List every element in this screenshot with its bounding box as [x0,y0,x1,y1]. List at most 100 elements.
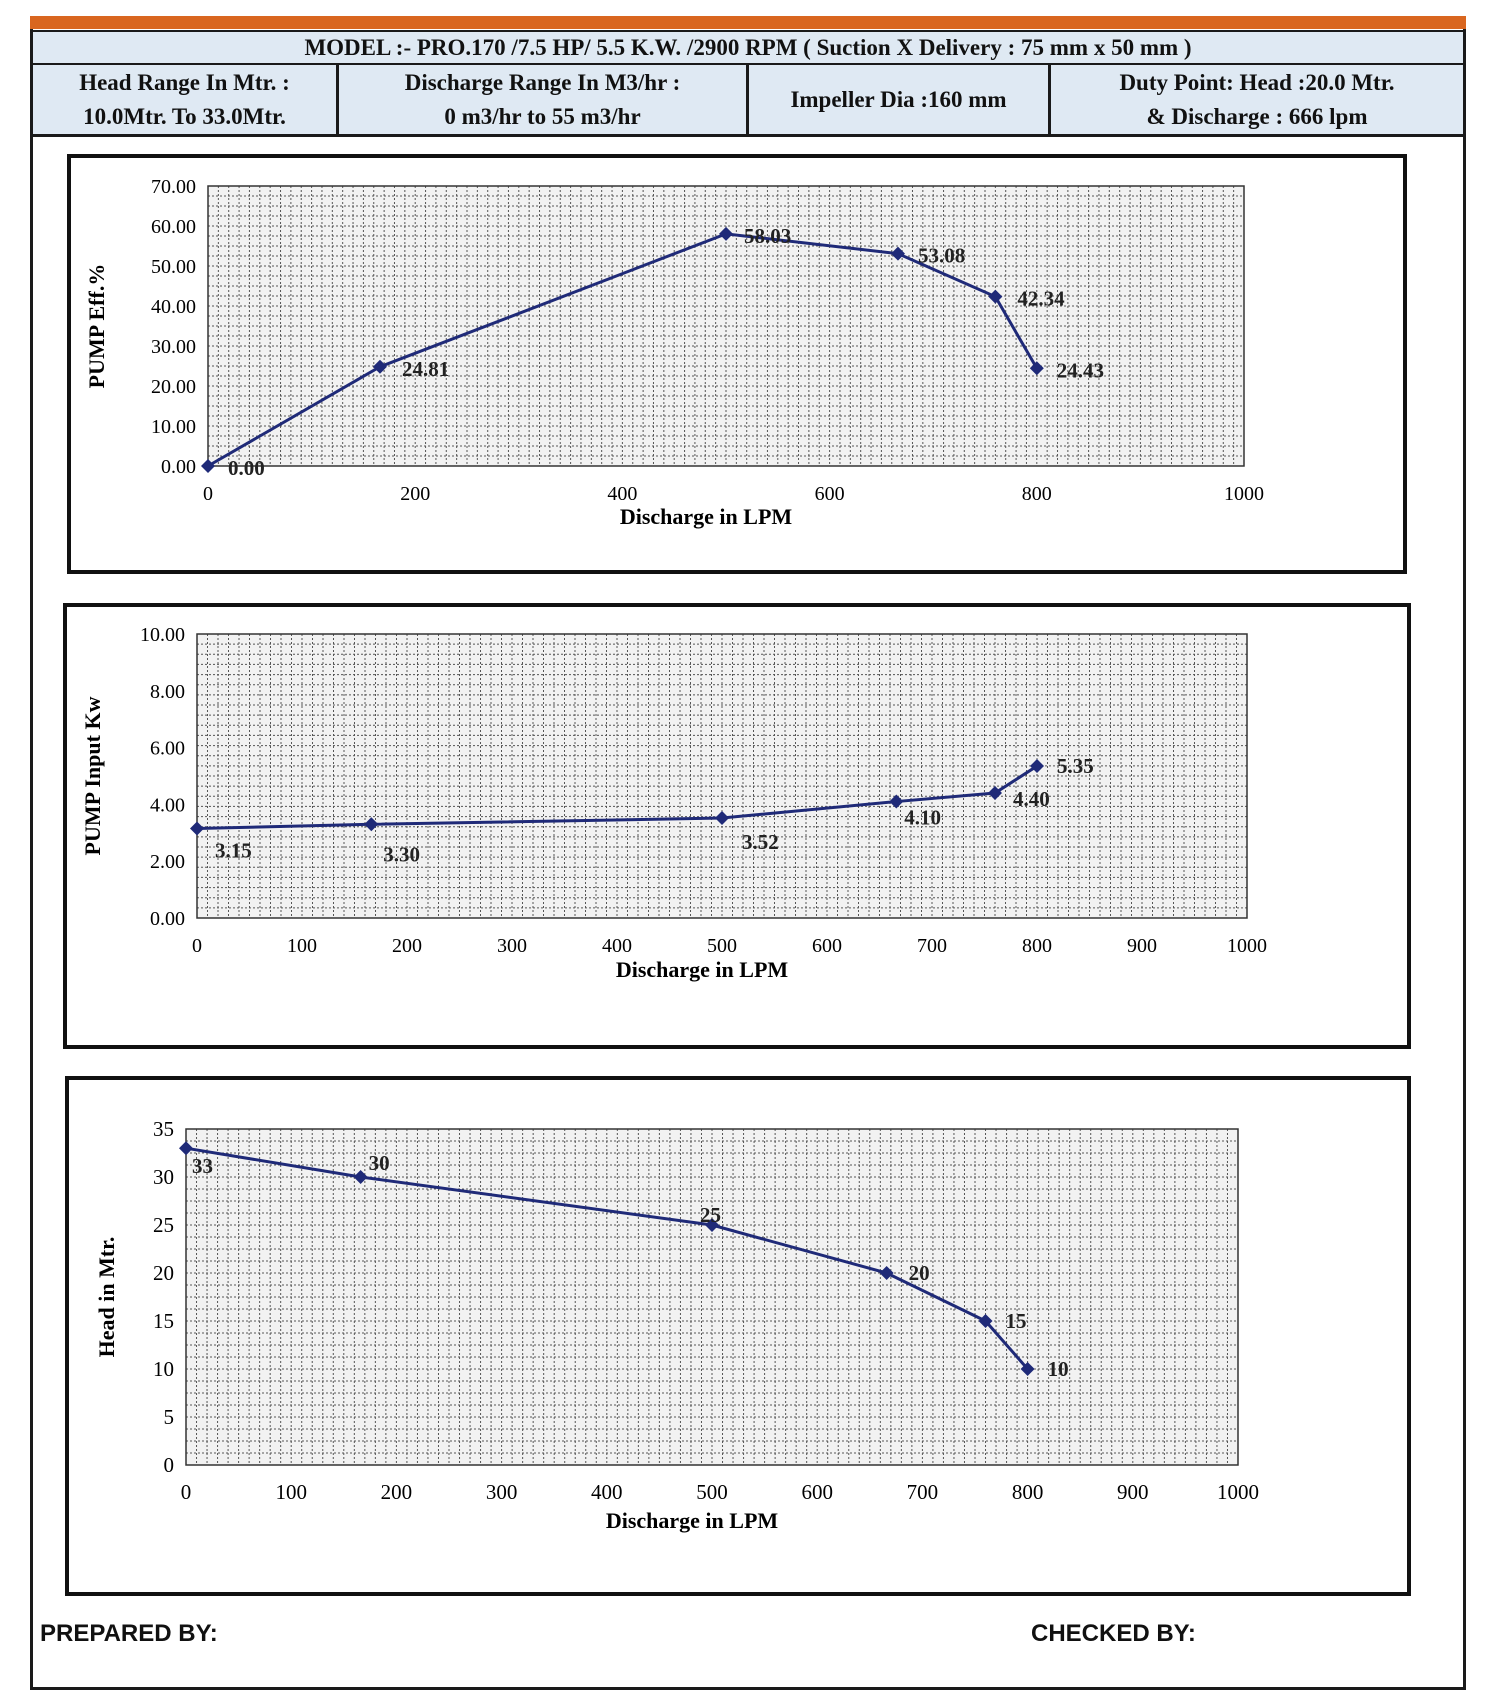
data-label: 3.15 [215,839,252,863]
head-range-cell: Head Range In Mtr. : 10.0Mtr. To 33.0Mtr… [33,65,339,134]
y-tick-label: 40.00 [151,296,196,318]
x-tick-label: 500 [696,1480,728,1504]
data-point-marker [190,821,204,836]
y-tick-label: 30.00 [151,336,196,358]
x-tick-label: 200 [400,483,430,505]
y-tick-label: 8.00 [150,681,185,703]
data-point-marker [988,289,1003,304]
x-tick-label: 400 [607,483,637,505]
data-label: 58.03 [744,224,791,248]
data-point-marker [1020,1362,1035,1376]
y-tick-label: 15 [153,1309,174,1333]
data-label: 33 [192,1154,213,1178]
data-point-marker [978,1314,993,1328]
y-tick-label: 20 [153,1261,174,1285]
duty-point-discharge: & Discharge : 666 lpm [1146,103,1368,129]
x-tick-label: 0 [181,1480,192,1504]
data-label: 3.52 [742,830,779,854]
data-label: 24.43 [1057,358,1104,382]
data-point-marker [372,359,387,374]
input-kw-chart-box: 0.00 2.00 4.00 6.00 8.00 10.00 0 100 200 300 400 50… [63,603,1411,1049]
x-tick-label: 600 [815,483,845,505]
x-axis-label: Discharge in LPM [616,957,789,982]
y-tick-label: 30 [153,1165,174,1189]
x-tick-label: 700 [917,935,947,957]
data-point-marker [719,226,733,241]
data-label: 24.81 [402,357,449,381]
data-label: 25 [700,1203,721,1227]
x-tick-label: 1000 [1224,483,1264,505]
data-label: 5.35 [1057,754,1094,778]
plot-border [185,1128,1239,1466]
data-point-marker [364,817,379,832]
data-label: 4.40 [1013,787,1050,811]
data-point-marker [1029,361,1044,376]
x-tick-label: 200 [381,1480,413,1504]
impeller-dia: Impeller Dia :160 mm [790,86,1007,112]
y-tick-label: 5 [164,1405,175,1429]
input-kw-chart: 0.00 2.00 4.00 6.00 8.00 10.00 0 100 200 300 400 50… [80,624,1267,982]
data-label: 0.00 [228,456,265,480]
y-axis-label: Head in Mtr. [94,1237,119,1358]
x-tick-label: 400 [602,935,632,957]
y-tick-label: 10.00 [140,624,185,646]
x-tick-label: 800 [1022,935,1052,957]
x-tick-label: 100 [287,935,317,957]
data-point-marker [890,246,905,261]
series-line [196,764,1038,831]
y-axis-label: PUMP Input Kw [80,696,105,855]
y-tick-label: 0 [164,1453,175,1477]
y-tick-label: 0.00 [150,908,185,930]
y-axis-label: PUMP Eff.% [84,264,109,389]
x-tick-label: 900 [1117,1480,1149,1504]
y-tick-label: 2.00 [150,851,185,873]
y-tick-label: 10.00 [151,416,196,438]
series-line [207,232,1039,468]
data-label: 30 [369,1151,390,1175]
duty-point-cell: Duty Point: Head :20.0 Mtr. & Discharge … [1051,65,1463,134]
data-point-marker [353,1170,368,1184]
grid [207,185,1245,467]
x-tick-label: 1000 [1217,1480,1259,1504]
y-tick-label: 70.00 [151,176,196,198]
x-tick-label: 700 [907,1480,939,1504]
x-tick-label: 300 [497,935,527,957]
spec-row: Head Range In Mtr. : 10.0Mtr. To 33.0Mtr… [33,65,1463,137]
y-tick-label: 6.00 [150,738,185,760]
x-tick-label: 600 [812,935,842,957]
discharge-range-cell: Discharge Range In M3/hr : 0 m3/hr to 55… [339,65,749,134]
x-tick-label: 300 [486,1480,517,1504]
x-tick-label: 100 [275,1480,307,1504]
series-line [185,1146,1029,1370]
y-tick-label: 35 [153,1117,174,1141]
data-point-marker [201,459,215,473]
x-tick-label: 900 [1127,935,1157,957]
x-tick-label: 500 [707,935,737,957]
checked-by: CHECKED BY: [1031,1620,1196,1647]
prepared-by: PREPARED BY: [40,1620,218,1647]
discharge-range-label: Discharge Range In M3/hr : [404,69,681,95]
data-point-marker [879,1266,894,1280]
x-tick-label: 400 [591,1480,623,1504]
head-chart-box: 0 5 10 15 20 25 30 35 0 100 200 300 400 500 600 700 800 9… [65,1076,1411,1596]
data-point-marker [1030,759,1044,774]
data-label: 53.08 [918,244,965,268]
y-tick-label: 50.00 [151,256,196,278]
data-point-marker [705,1218,719,1232]
duty-point-head: Duty Point: Head :20.0 Mtr. [1119,69,1395,95]
x-axis-label: Discharge in LPM [620,504,793,529]
data-label: 42.34 [1017,287,1065,311]
data-point-marker [179,1141,193,1156]
data-label: 15 [1006,1309,1027,1333]
plot-border [196,633,1248,919]
data-point-marker [988,786,1002,801]
x-axis-label: Discharge in LPM [606,1508,779,1533]
y-tick-label: 20.00 [151,376,196,398]
orange-accent-bar [30,16,1466,29]
x-tick-label: 200 [392,935,422,957]
impeller-cell: Impeller Dia :160 mm [749,65,1051,134]
grid [196,633,1248,919]
data-label: 10 [1048,1357,1069,1381]
x-tick-label: 1000 [1227,935,1267,957]
head-range-label: Head Range In Mtr. : [79,69,290,95]
